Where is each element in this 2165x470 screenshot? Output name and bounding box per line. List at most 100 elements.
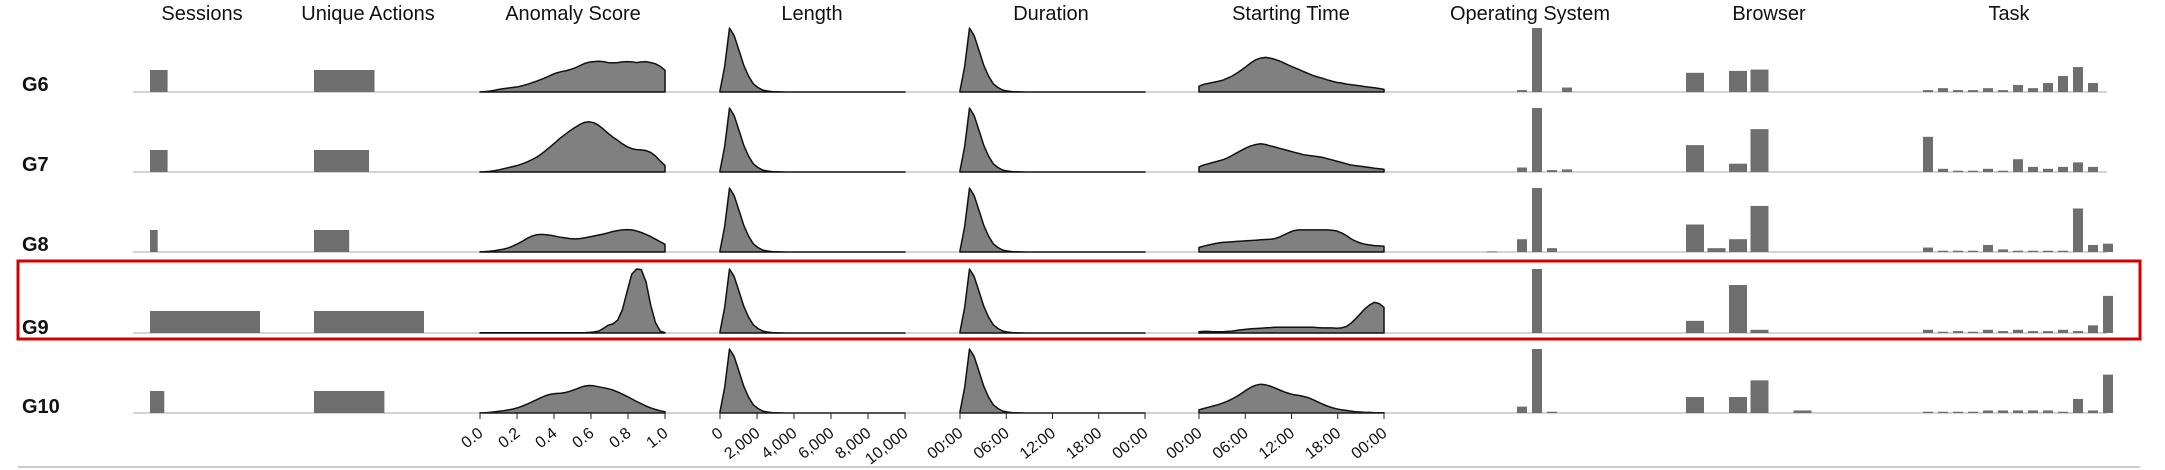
os-bar-g9-6 [1532,269,1542,333]
row-label-g6: G6 [22,74,49,96]
row-label-g7: G7 [22,154,49,176]
task-bar-g8-8 [2043,250,2053,252]
header-task: Task [1988,3,2030,25]
task-bar-g10-6 [2013,410,2023,413]
anomaly-score-density-g6 [479,60,666,93]
browser-bar-g10-5 [1793,410,1812,413]
task-bar-g9-2 [1953,331,1963,333]
unique-actions-bar-g10 [314,391,385,413]
task-bar-g10-1 [1938,411,1948,413]
anomaly-score-density-g9 [479,268,666,334]
task-bar-g8-1 [1938,250,1948,252]
os-bar-g8-3 [1487,251,1497,253]
browser-bar-g9-3 [1750,329,1769,333]
header-anomaly-score: Anomaly Score [505,3,641,25]
duration-density-g8 [959,187,1146,253]
task-bar-g6-0 [1923,90,1933,92]
duration-density-g10 [959,348,1146,414]
task-bar-g8-2 [1953,250,1963,252]
task-bar-g7-1 [1938,168,1948,172]
task-bar-g10-9 [2058,411,2068,413]
os-bar-g7-8 [1562,169,1572,172]
chart-axes: 0.0 0.2 0.4 0.6 0.8 1.0 02,0004,0006,0008,0001… [458,412,1391,469]
task-bar-g7-11 [2088,166,2098,172]
browser-bar-g6-0 [1686,72,1704,92]
row-labels: G6 G7 G8 G9 G10 [22,74,60,418]
starting-time-density-g8 [1198,229,1385,253]
header-unique-actions: Unique Actions [301,3,434,25]
unique-actions-bar-g6 [314,70,375,92]
task-bar-g7-3 [1968,170,1978,172]
task-bar-g9-4 [1983,329,1993,333]
task-bar-g10-3 [1968,411,1978,413]
header-browser: Browser [1732,3,1806,25]
duration-tick-label-4: 00:00 [1109,425,1151,463]
duration-tick-label-3: 18:00 [1063,425,1105,463]
anomaly-score-tick-label-4: 0.8 [606,425,634,452]
task-bar-g9-11 [2088,325,2098,333]
task-bar-g9-5 [1998,331,2008,333]
browser-bar-g10-0 [1686,397,1704,413]
task-bar-g7-5 [1998,170,2008,172]
length-tick-label-1: 2,000 [721,425,763,463]
anomaly-score-tick-label-2: 0.4 [532,425,560,452]
length-tick-label-5: 10,000 [862,425,911,469]
task-bar-g8-6 [2013,250,2023,252]
task-bar-g10-5 [1998,410,2008,413]
anomaly-score-density-g7 [479,121,666,173]
header-duration: Duration [1013,3,1089,25]
sessions-bar-g10 [150,391,165,413]
browser-bar-g7-2 [1729,163,1747,172]
header-starting-time: Starting Time [1232,3,1350,25]
task-bar-g6-6 [2013,84,2023,92]
os-bar-g8-5 [1517,239,1527,252]
task-bar-g10-0 [1923,411,1933,413]
task-bar-g9-1 [1938,331,1948,333]
task-bar-g7-9 [2058,166,2068,172]
task-bar-g6-11 [2088,83,2098,92]
task-bar-g6-5 [1998,90,2008,92]
task-bar-g9-12 [2103,295,2113,333]
task-bar-g9-7 [2028,331,2038,333]
anomaly-score-tick-label-1: 0.2 [495,425,523,452]
length-density-g8 [719,187,906,253]
browser-bar-g9-0 [1686,320,1704,333]
browser-bar-g8-3 [1750,205,1769,252]
task-bar-g6-4 [1983,88,1993,92]
length-tick-label-2: 4,000 [758,425,800,463]
task-bar-g8-3 [1968,250,1978,252]
task-bar-g10-7 [2028,410,2038,413]
starting-time-density-g6 [1198,56,1385,93]
browser-bar-g6-2 [1729,70,1747,92]
anomaly-score-tick-label-3: 0.6 [569,425,597,452]
task-bar-g8-11 [2088,244,2098,252]
task-bar-g6-9 [2058,76,2068,92]
task-bar-g10-2 [1953,411,1963,413]
row-label-g9: G9 [22,317,49,339]
task-bar-g8-12 [2103,243,2113,252]
task-bar-g7-7 [2028,166,2038,172]
task-bar-g6-10 [2073,67,2083,92]
task-bar-g8-7 [2028,250,2038,252]
os-bar-g6-6 [1532,28,1542,92]
browser-bar-g7-3 [1750,129,1769,172]
highlight-box [16,259,2142,341]
task-bar-g9-3 [1968,331,1978,333]
task-bar-g9-0 [1923,329,1933,333]
task-bar-g8-9 [2058,250,2068,252]
task-bar-g10-10 [2073,398,2083,413]
task-bar-g7-8 [2043,168,2053,172]
browser-bar-g7-0 [1686,145,1704,172]
task-bar-g8-4 [1983,244,1993,252]
task-bar-g9-6 [2013,329,2023,333]
length-density-g9 [719,268,906,334]
os-bar-g6-8 [1562,87,1572,92]
task-bar-g6-1 [1938,88,1948,92]
unique-actions-bar-g8 [314,230,350,252]
anomaly-score-density-g8 [479,228,666,253]
anomaly-score-tick-label-5: 1.0 [643,425,671,452]
browser-bar-g10-3 [1750,380,1769,413]
starting-time-density-g9 [1198,301,1385,334]
length-tick-label-3: 6,000 [795,425,837,463]
